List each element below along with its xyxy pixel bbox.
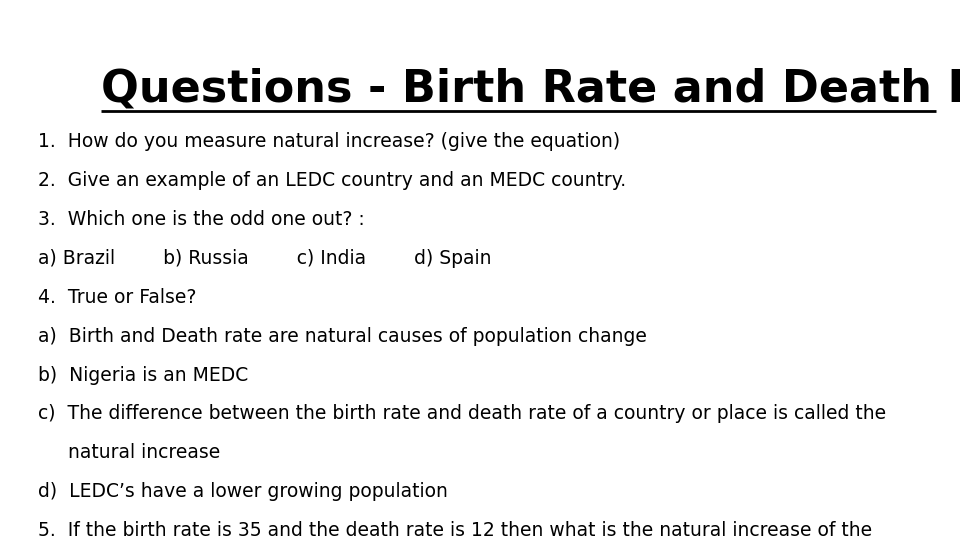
Text: natural increase: natural increase [38, 443, 221, 462]
Text: a) Brazil        b) Russia        c) India        d) Spain: a) Brazil b) Russia c) India d) Spain [38, 249, 492, 268]
Text: 3.  Which one is the odd one out? :: 3. Which one is the odd one out? : [38, 210, 365, 229]
Text: d)  LEDC’s have a lower growing population: d) LEDC’s have a lower growing populatio… [38, 482, 448, 501]
Text: Questions - Birth Rate and Death Rate: Questions - Birth Rate and Death Rate [101, 68, 960, 111]
Text: b)  Nigeria is an MEDC: b) Nigeria is an MEDC [38, 366, 249, 384]
Text: 4.  True or False?: 4. True or False? [38, 288, 197, 307]
Text: 2.  Give an example of an LEDC country and an MEDC country.: 2. Give an example of an LEDC country an… [38, 171, 627, 190]
Text: c)  The difference between the birth rate and death rate of a country or place i: c) The difference between the birth rate… [38, 404, 886, 423]
Text: 1.  How do you measure natural increase? (give the equation): 1. How do you measure natural increase? … [38, 132, 620, 151]
Text: a)  Birth and Death rate are natural causes of population change: a) Birth and Death rate are natural caus… [38, 327, 647, 346]
Text: 5.  If the birth rate is 35 and the death rate is 12 then what is the natural in: 5. If the birth rate is 35 and the death… [38, 521, 873, 540]
